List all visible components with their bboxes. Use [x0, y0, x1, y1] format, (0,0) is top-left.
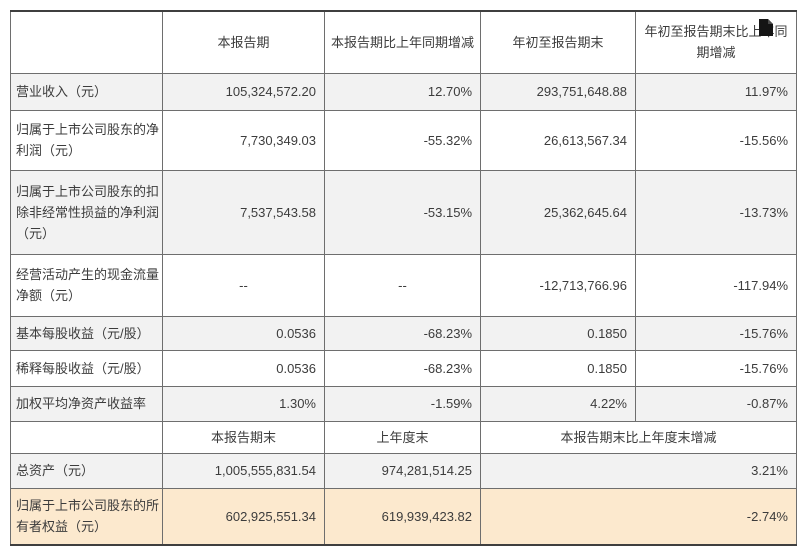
row-label: 总资产（元）: [10, 452, 163, 489]
balance-header-period-end: 本报告期末: [162, 420, 325, 454]
diluted-eps-current: 0.0536: [162, 349, 325, 387]
revenue-ytd: 293,751,648.88: [480, 72, 636, 111]
row-label: 归属于上市公司股东的净利润（元）: [10, 109, 163, 171]
excl-nonrecurring-current: 7,537,543.58: [162, 169, 325, 255]
roe-ytd-change: -0.87%: [635, 385, 797, 422]
total-assets-prior-year-end: 974,281,514.25: [324, 452, 481, 489]
header-current-period: 本报告期: [162, 10, 325, 74]
revenue-ytd-change: 11.97%: [635, 72, 797, 111]
header-metric: [10, 10, 163, 74]
revenue-yoy-change: 12.70%: [324, 72, 481, 111]
roe-yoy-change: -1.59%: [324, 385, 481, 422]
excl-nonrecurring-ytd: 25,362,645.64: [480, 169, 636, 255]
diluted-eps-ytd-change: -15.76%: [635, 349, 797, 387]
total-assets-change: 3.21%: [480, 452, 797, 489]
diluted-eps-yoy-change: -68.23%: [324, 349, 481, 387]
roe-ytd: 4.22%: [480, 385, 636, 422]
cash-flow-ytd-change: -117.94%: [635, 253, 797, 317]
revenue-current: 105,324,572.20: [162, 72, 325, 111]
table-row-net-profit: 归属于上市公司股东的净利润（元） 7,730,349.03 -55.32% 26…: [10, 109, 797, 171]
table-row-basic-eps: 基本每股收益（元/股） 0.0536 -68.23% 0.1850 -15.76…: [10, 315, 797, 351]
net-profit-yoy-change: -55.32%: [324, 109, 481, 171]
net-profit-current: 7,730,349.03: [162, 109, 325, 171]
table-row-weighted-avg-roe: 加权平均净资产收益率 1.30% -1.59% 4.22% -0.87%: [10, 385, 797, 422]
row-label: 基本每股收益（元/股）: [10, 315, 163, 351]
cash-flow-current: --: [162, 253, 325, 317]
balance-header-change: 本报告期末比上年度末增减: [480, 420, 797, 454]
net-profit-ytd: 26,613,567.34: [480, 109, 636, 171]
excl-nonrecurring-yoy-change: -53.15%: [324, 169, 481, 255]
net-profit-ytd-change: -15.56%: [635, 109, 797, 171]
basic-eps-ytd: 0.1850: [480, 315, 636, 351]
row-label: 经营活动产生的现金流量净额（元）: [10, 253, 163, 317]
table-row-operating-cash-flow: 经营活动产生的现金流量净额（元） -- -- -12,713,766.96 -1…: [10, 253, 797, 317]
equity-period-end: 602,925,551.34: [162, 487, 325, 546]
roe-current: 1.30%: [162, 385, 325, 422]
row-label: 稀释每股收益（元/股）: [10, 349, 163, 387]
table-row-diluted-eps: 稀释每股收益（元/股） 0.0536 -68.23% 0.1850 -15.76…: [10, 349, 797, 387]
table-row-shareholders-equity: 归属于上市公司股东的所有者权益（元） 602,925,551.34 619,93…: [10, 487, 797, 546]
row-label: 归属于上市公司股东的扣除非经常性损益的净利润（元）: [10, 169, 163, 255]
row-label: 加权平均净资产收益率: [10, 385, 163, 422]
header-ytd-vs-prior-year-label: 年初至报告期末比上年同期增减: [644, 24, 788, 61]
diluted-eps-ytd: 0.1850: [480, 349, 636, 387]
table-row-total-assets: 总资产（元） 1,005,555,831.54 974,281,514.25 3…: [10, 452, 797, 489]
cash-flow-ytd: -12,713,766.96: [480, 253, 636, 317]
balance-header-row: 本报告期末 上年度末 本报告期末比上年度末增减: [10, 420, 797, 454]
row-label: 归属于上市公司股东的所有者权益（元）: [10, 487, 163, 546]
basic-eps-ytd-change: -15.76%: [635, 315, 797, 351]
document-icon: [758, 19, 773, 36]
table-row-revenue: 营业收入（元） 105,324,572.20 12.70% 293,751,64…: [10, 72, 797, 111]
total-assets-period-end: 1,005,555,831.54: [162, 452, 325, 489]
header-current-vs-prior-year: 本报告期比上年同期增减: [324, 10, 481, 74]
row-label: 营业收入（元）: [10, 72, 163, 111]
balance-header-metric: [10, 420, 163, 454]
cash-flow-yoy-change: --: [324, 253, 481, 317]
basic-eps-current: 0.0536: [162, 315, 325, 351]
financial-summary-table: 本报告期 本报告期比上年同期增减 年初至报告期末 年初至报告期末比上年同期增减 …: [10, 10, 797, 546]
header-ytd: 年初至报告期末: [480, 10, 636, 74]
excl-nonrecurring-ytd-change: -13.73%: [635, 169, 797, 255]
equity-change: -2.74%: [480, 487, 797, 546]
quarterly-header-row: 本报告期 本报告期比上年同期增减 年初至报告期末 年初至报告期末比上年同期增减: [10, 10, 797, 74]
basic-eps-yoy-change: -68.23%: [324, 315, 481, 351]
equity-prior-year-end: 619,939,423.82: [324, 487, 481, 546]
balance-header-prior-year-end: 上年度末: [324, 420, 481, 454]
table-row-net-profit-excl-nonrecurring: 归属于上市公司股东的扣除非经常性损益的净利润（元） 7,537,543.58 -…: [10, 169, 797, 255]
header-ytd-vs-prior-year: 年初至报告期末比上年同期增减: [635, 10, 797, 74]
